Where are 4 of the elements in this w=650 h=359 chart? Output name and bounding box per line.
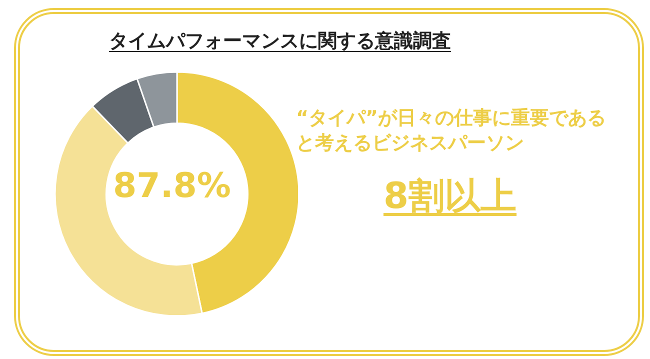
text: 8割以上 — [383, 176, 517, 217]
chart-title: タイムパフォーマンスに関する意識調査 — [109, 30, 451, 52]
text: 87.8% — [112, 166, 232, 206]
text: “タイパ”が日々の仕事に重要であると考えるビジネスパーソン — [296, 106, 607, 156]
